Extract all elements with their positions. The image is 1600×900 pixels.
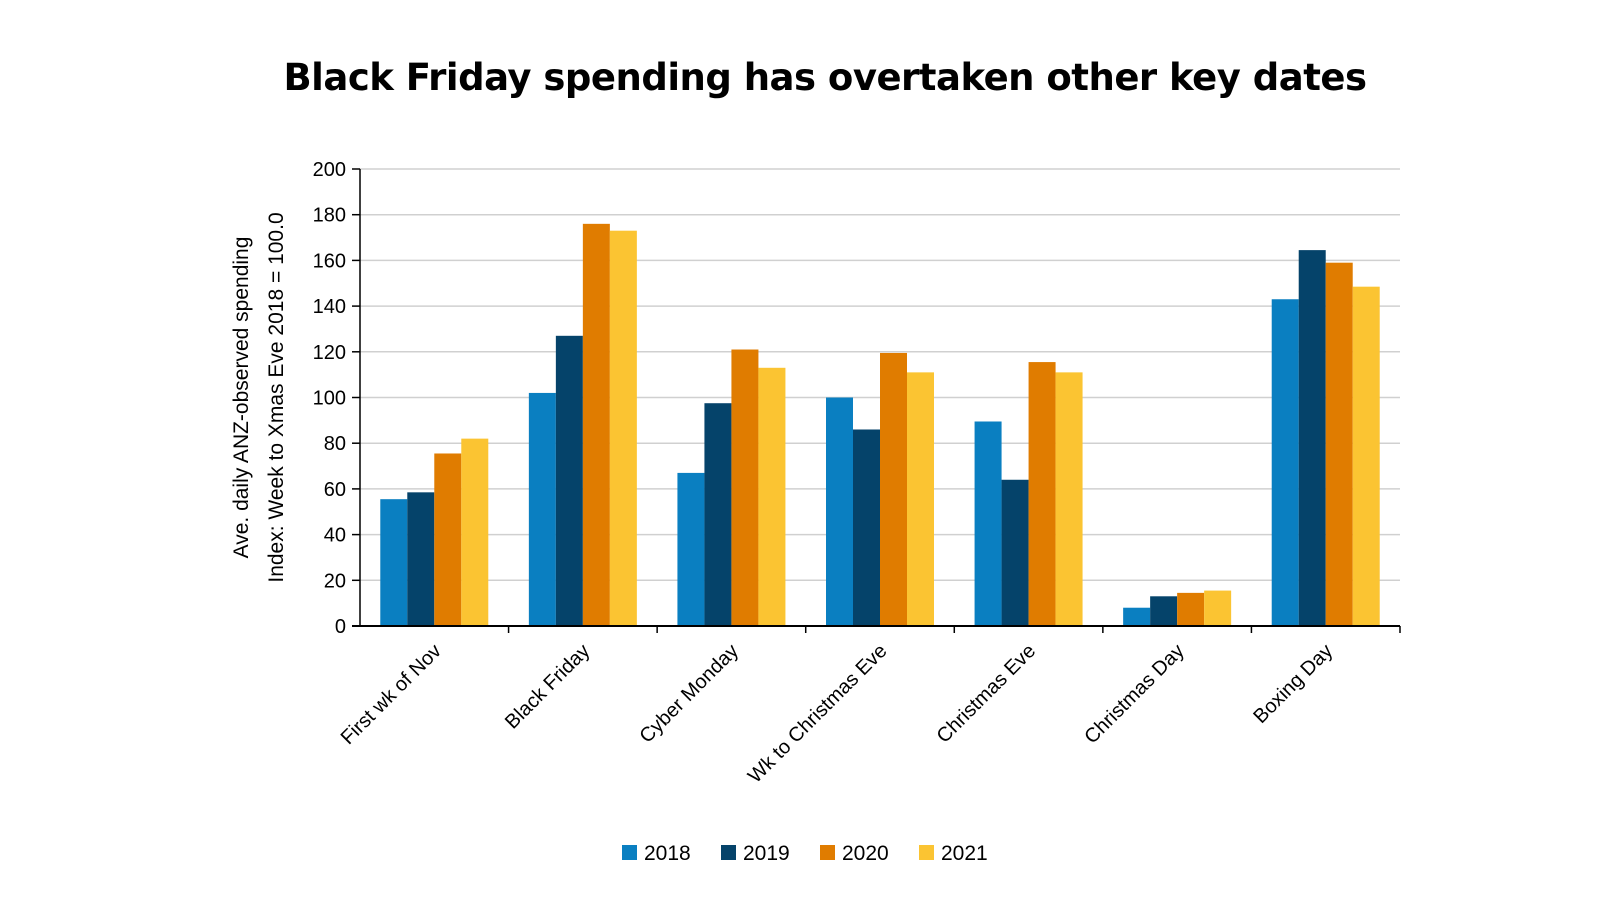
y-tick-label: 60 (324, 479, 346, 501)
chart-title: Black Friday spending has overtaken othe… (283, 56, 1367, 99)
bar (407, 492, 435, 626)
y-tick-label: 160 (313, 250, 346, 272)
legend-label: 2019 (743, 842, 790, 865)
bar (853, 429, 880, 626)
bar (1001, 479, 1029, 626)
bar (704, 403, 732, 626)
bar (1352, 286, 1380, 626)
category-label: Christmas Day (1080, 640, 1188, 748)
category-label: First wk of Nov (337, 640, 446, 749)
y-tick-label: 0 (335, 616, 346, 638)
legend-label: 2018 (644, 842, 691, 865)
legend: 2018 2019 2020 2021 (622, 842, 988, 865)
category-labels: First wk of Nov Black Friday Cyber Monday W… (337, 640, 1337, 788)
y-tick-label: 40 (324, 525, 346, 547)
legend-label: 2021 (941, 842, 988, 865)
bars (380, 223, 1380, 626)
bar (1028, 362, 1056, 626)
y-tick-label: 200 (313, 159, 346, 181)
bar (1204, 590, 1232, 626)
bar (528, 392, 556, 626)
category-label: Boxing Day (1249, 640, 1337, 728)
axes (352, 168, 1401, 633)
bar (434, 453, 462, 626)
bar (380, 499, 408, 626)
y-tick-label: 120 (313, 342, 346, 364)
bar (1150, 596, 1178, 626)
bar (582, 223, 610, 626)
legend-label: 2020 (842, 842, 889, 865)
bar (1325, 262, 1353, 626)
bar (461, 438, 489, 626)
bar (826, 397, 853, 626)
y-tick-label: 180 (313, 205, 346, 227)
legend-swatch (919, 845, 934, 860)
bar (1271, 299, 1299, 626)
bar (974, 421, 1002, 626)
bar (1123, 607, 1151, 626)
legend-swatch (622, 845, 637, 860)
category-label: Wk to Christmas Eve (744, 640, 892, 788)
bar (731, 349, 759, 626)
y-axis-label: Ave. daily ANZ-observed spending Index: W… (230, 212, 288, 582)
y-tick-label: 100 (313, 388, 346, 410)
y-tick-labels: 0 20 40 60 80 100 120 140 160 180 200 (313, 159, 346, 638)
bar (758, 367, 786, 626)
category-label: Cyber Monday (635, 640, 743, 748)
bar (677, 472, 705, 626)
category-label: Christmas Eve (933, 640, 1041, 748)
bar (880, 352, 907, 626)
legend-swatch (721, 845, 736, 860)
bar (609, 230, 637, 626)
bar (1177, 592, 1205, 626)
y-axis-label-line: Ave. daily ANZ-observed spending (230, 237, 253, 559)
category-label: Black Friday (501, 640, 594, 733)
y-axis-label-line: Index: Week to Xmas Eve 2018 = 100.0 (265, 212, 288, 582)
bar (907, 372, 934, 626)
y-tick-label: 20 (324, 570, 346, 592)
bar (1055, 372, 1083, 626)
bar (555, 335, 583, 626)
bar (1298, 250, 1326, 626)
y-tick-label: 140 (313, 296, 346, 318)
y-tick-label: 80 (324, 433, 346, 455)
legend-swatch (820, 845, 835, 860)
